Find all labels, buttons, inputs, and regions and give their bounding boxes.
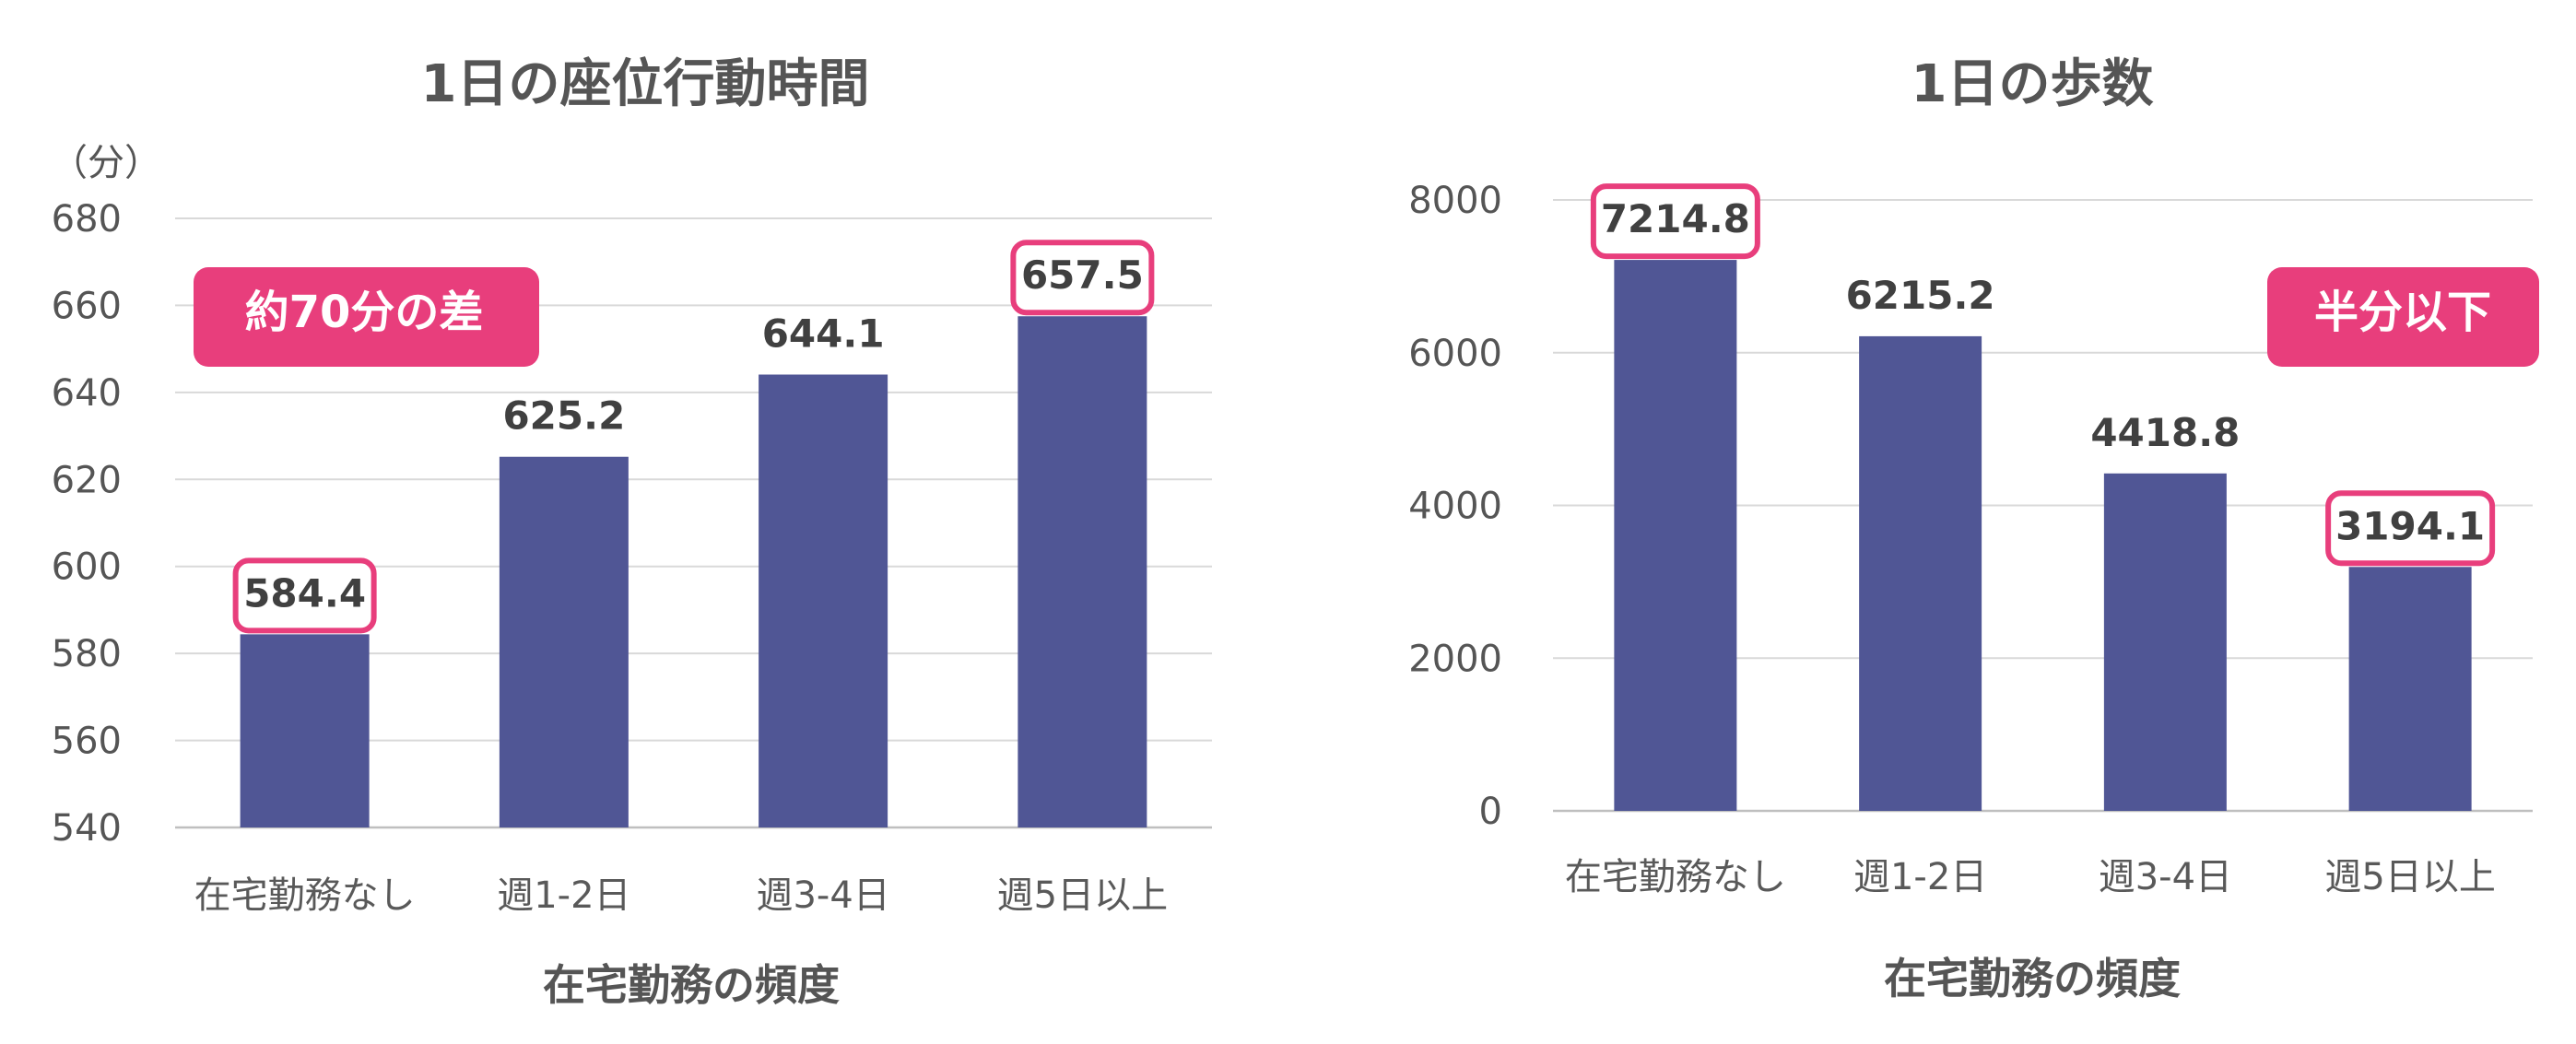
highlight-box <box>2325 490 2496 567</box>
data-label: 6215.2 <box>1846 273 1995 318</box>
y-tick-label: 540 <box>52 807 122 850</box>
x-tick-label: 週1-2日 <box>497 874 630 917</box>
annotation-badge <box>2267 267 2539 367</box>
y-tick-label: 620 <box>52 459 122 501</box>
annotation-text: 半分以下 <box>2314 287 2491 338</box>
x-tick-label: 週3-4日 <box>756 874 889 917</box>
data-label: 7214.8 <box>1601 196 1750 241</box>
chart-title: 1日の歩数 <box>1911 54 2154 114</box>
y-tick-label: 660 <box>52 285 122 327</box>
data-label: 4418.8 <box>2090 410 2240 455</box>
data-label: 625.2 <box>502 393 625 439</box>
y-tick-label: 600 <box>52 546 122 589</box>
highlight-box <box>232 557 377 634</box>
y-tick-label: 4000 <box>1408 486 1502 528</box>
x-tick-label: 週3-4日 <box>2099 856 2232 898</box>
x-axis-title: 在宅勤務の頻度 <box>1884 954 2181 1003</box>
y-tick-label: 8000 <box>1408 180 1502 222</box>
x-tick-label: 週5日以上 <box>997 874 1168 917</box>
chart-1: 1日の座位行動時間 （分） 540 560 580 600 620 640 660 680 584.… <box>51 54 1212 1010</box>
data-label: 657.5 <box>1021 252 1144 298</box>
data-label: 584.4 <box>243 570 366 616</box>
x-tick-label: 在宅勤務なし <box>1565 856 1786 898</box>
y-tick-label: 580 <box>52 633 122 675</box>
x-tick-label: 週1-2日 <box>1853 856 1987 898</box>
bar <box>2103 473 2227 811</box>
chart-2: 1日の歩数 0 2000 4000 6000 8000 7214.8 在宅勤務なし 6215.2… <box>1408 54 2539 1003</box>
bar <box>240 634 370 827</box>
y-tick-label: 560 <box>52 721 122 763</box>
annotation-badge <box>194 267 539 367</box>
x-axis-title: 在宅勤務の頻度 <box>543 960 840 1010</box>
data-label: 644.1 <box>762 311 885 356</box>
bar <box>499 456 629 827</box>
y-tick-label: 680 <box>52 198 122 240</box>
highlight-box <box>1010 240 1155 316</box>
highlight-box <box>1590 183 1760 260</box>
y-tick-label: 0 <box>1479 791 1502 833</box>
chart-title: 1日の座位行動時間 <box>421 54 870 114</box>
bar <box>1859 335 1982 812</box>
y-tick-label: 640 <box>52 372 122 415</box>
annotation-text: 約70分の差 <box>245 287 484 338</box>
bar <box>759 374 888 827</box>
bar <box>2348 567 2472 811</box>
y-tick-label: 6000 <box>1408 333 1502 375</box>
y-axis-unit: （分） <box>51 142 161 184</box>
x-tick-label: 週5日以上 <box>2324 856 2495 898</box>
bar <box>1017 316 1147 827</box>
data-label: 3194.1 <box>2335 503 2485 548</box>
y-tick-label: 2000 <box>1408 638 1502 680</box>
x-tick-label: 在宅勤務なし <box>194 874 416 917</box>
bar <box>1614 260 1737 811</box>
